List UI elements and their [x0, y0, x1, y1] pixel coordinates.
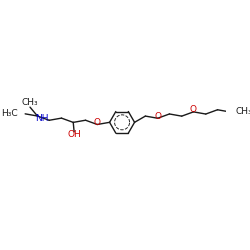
Text: OH: OH — [67, 130, 81, 139]
Text: H₃C: H₃C — [2, 109, 18, 118]
Text: CH₃: CH₃ — [22, 98, 38, 107]
Text: NH: NH — [35, 114, 48, 122]
Text: O: O — [154, 112, 161, 120]
Text: O: O — [190, 105, 197, 114]
Text: O: O — [94, 118, 101, 127]
Text: CH₃: CH₃ — [235, 107, 250, 116]
